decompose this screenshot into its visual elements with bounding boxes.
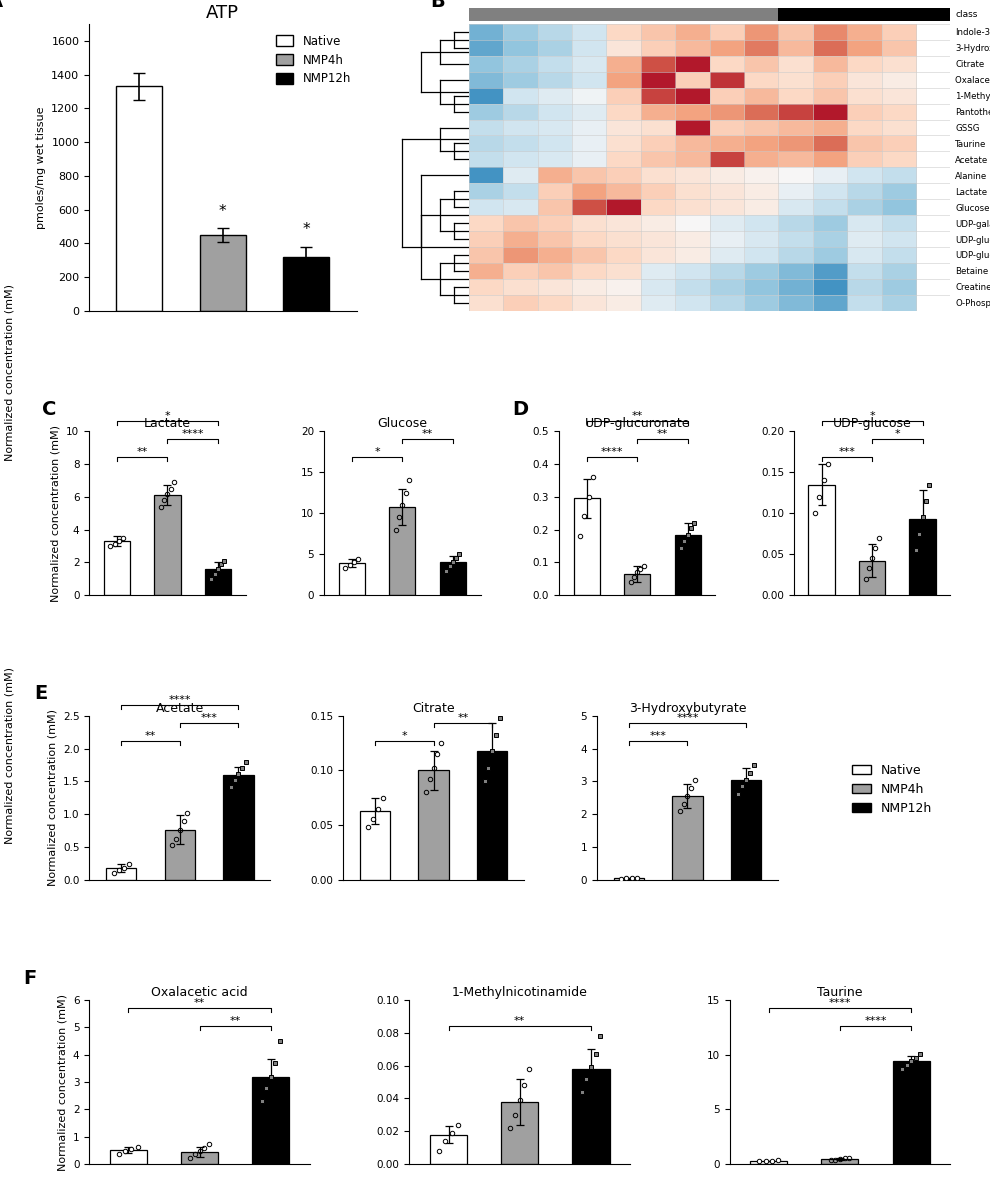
Bar: [419, 770, 448, 880]
Title: 1-Methylnicotinamide: 1-Methylnicotinamide: [451, 986, 588, 1000]
Text: ****: ****: [168, 695, 191, 706]
Text: ***: ***: [839, 446, 855, 457]
FancyBboxPatch shape: [572, 8, 607, 22]
Text: Normalized concentration (mM): Normalized concentration (mM): [5, 667, 15, 845]
Text: ****: ****: [601, 446, 623, 457]
Bar: [360, 811, 390, 880]
Bar: [750, 1160, 787, 1164]
Bar: [200, 235, 246, 311]
Title: ATP: ATP: [206, 5, 240, 23]
Bar: [822, 1159, 858, 1164]
FancyBboxPatch shape: [744, 8, 778, 22]
Text: ***: ***: [201, 713, 218, 724]
Title: UDP-glucuronate: UDP-glucuronate: [584, 418, 690, 430]
Bar: [614, 878, 644, 880]
Text: *: *: [374, 446, 380, 457]
Bar: [624, 574, 650, 595]
Text: *: *: [869, 410, 875, 421]
FancyBboxPatch shape: [675, 8, 710, 22]
Bar: [731, 780, 761, 880]
Y-axis label: Normalized concentration (mM): Normalized concentration (mM): [50, 425, 60, 601]
FancyBboxPatch shape: [813, 8, 847, 22]
Title: Lactate: Lactate: [144, 418, 191, 430]
FancyBboxPatch shape: [641, 8, 675, 22]
Title: Taurine: Taurine: [817, 986, 862, 1000]
Text: ****: ****: [181, 428, 204, 439]
Text: C: C: [43, 400, 56, 419]
Bar: [672, 796, 703, 880]
Text: **: **: [632, 410, 643, 421]
Bar: [501, 1102, 539, 1164]
Bar: [389, 506, 416, 595]
FancyBboxPatch shape: [916, 8, 950, 22]
Text: **: **: [514, 1015, 526, 1026]
Title: Oxalacetic acid: Oxalacetic acid: [151, 986, 248, 1000]
FancyBboxPatch shape: [882, 8, 916, 22]
Bar: [104, 541, 130, 595]
FancyBboxPatch shape: [847, 8, 882, 22]
Bar: [181, 1152, 218, 1164]
Text: ****: ****: [676, 713, 699, 724]
Text: F: F: [23, 968, 36, 988]
Text: *: *: [219, 204, 227, 218]
Text: *: *: [303, 222, 310, 238]
Legend: Native, NMP4h, NMP12h: Native, NMP4h, NMP12h: [271, 30, 356, 90]
FancyBboxPatch shape: [710, 8, 744, 22]
FancyBboxPatch shape: [503, 8, 538, 22]
Text: class: class: [955, 10, 977, 19]
Bar: [572, 1069, 610, 1164]
Title: Glucose: Glucose: [377, 418, 428, 430]
Text: **: **: [457, 713, 468, 724]
Bar: [430, 1134, 467, 1164]
Y-axis label: pmoles/mg wet tissue: pmoles/mg wet tissue: [36, 106, 46, 228]
FancyBboxPatch shape: [607, 8, 641, 22]
Text: D: D: [512, 400, 528, 419]
Bar: [893, 1061, 930, 1164]
Text: Normalized concentration (mM): Normalized concentration (mM): [5, 283, 15, 461]
Title: Acetate: Acetate: [155, 702, 204, 714]
Bar: [674, 534, 701, 595]
Legend: Native, NMP4h, NMP12h: Native, NMP4h, NMP12h: [846, 758, 937, 821]
Bar: [205, 569, 231, 595]
Text: E: E: [35, 684, 48, 703]
Title: UDP-glucose: UDP-glucose: [833, 418, 912, 430]
Text: **: **: [145, 731, 156, 742]
Bar: [859, 560, 885, 595]
Bar: [106, 869, 137, 880]
Bar: [477, 751, 507, 880]
Text: **: **: [656, 428, 668, 439]
Bar: [283, 257, 330, 311]
Text: ***: ***: [649, 731, 666, 742]
Title: Citrate: Citrate: [412, 702, 455, 714]
Bar: [154, 496, 180, 595]
Bar: [252, 1076, 289, 1164]
Bar: [339, 563, 365, 595]
FancyBboxPatch shape: [538, 8, 572, 22]
Text: **: **: [137, 446, 148, 457]
Bar: [440, 563, 466, 595]
Text: **: **: [422, 428, 434, 439]
Bar: [573, 498, 600, 595]
Bar: [809, 485, 835, 595]
Text: A: A: [0, 0, 3, 11]
FancyBboxPatch shape: [469, 8, 503, 22]
Bar: [910, 518, 936, 595]
Title: 3-Hydroxybutyrate: 3-Hydroxybutyrate: [629, 702, 746, 714]
Text: B: B: [431, 0, 446, 11]
Text: *: *: [164, 410, 170, 421]
Text: *: *: [402, 731, 407, 742]
Text: **: **: [194, 997, 205, 1008]
FancyBboxPatch shape: [778, 8, 813, 22]
Bar: [223, 775, 253, 880]
Text: ****: ****: [829, 997, 851, 1008]
Y-axis label: Normalized concentration (mM): Normalized concentration (mM): [57, 994, 67, 1170]
Text: *: *: [895, 428, 900, 439]
Y-axis label: Normalized concentration (mM): Normalized concentration (mM): [48, 709, 57, 886]
Bar: [116, 86, 162, 311]
Bar: [110, 1150, 147, 1164]
Text: ****: ****: [864, 1015, 887, 1026]
Text: **: **: [230, 1015, 241, 1026]
Bar: [164, 829, 195, 880]
